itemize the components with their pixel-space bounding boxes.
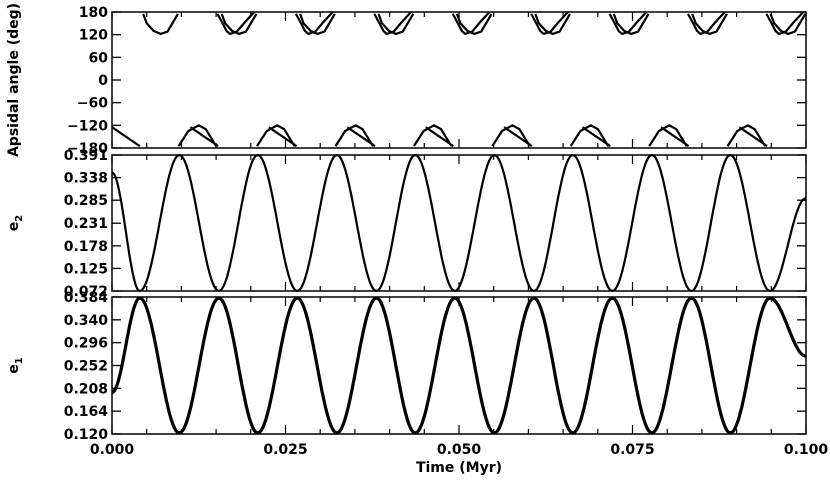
y-tick-label: −180 — [67, 141, 108, 157]
series-line — [111, 296, 807, 435]
x-axis-label: Time (Myr) — [416, 460, 502, 476]
y-tick-label: 0.285 — [64, 193, 108, 209]
panel-apsidal-angle: −180 −120 −60 0 60 120 180 Apsidal angle (deg) — [6, 3, 807, 157]
x-tick-label: 0.025 — [263, 442, 307, 458]
y-tick-label: 0.338 — [64, 171, 108, 187]
y-axis-label: e1 — [6, 357, 25, 374]
panel-e2: 0.072 0.125 0.178 0.231 0.285 0.338 0.391 e2 — [6, 148, 807, 300]
x-tick-label: 0.100 — [784, 442, 829, 458]
y-axis-label: e2 — [6, 215, 25, 232]
y-tick-label: −60 — [77, 96, 108, 112]
series-line — [111, 153, 807, 293]
y-tick-label: 0.391 — [64, 148, 108, 164]
panel-e1: 0.120 0.164 0.208 0.252 0.296 0.340 0.384 e1 0.0… — [6, 290, 828, 476]
x-tick-label: 0.075 — [610, 442, 654, 458]
x-tick-label: 0.050 — [437, 442, 482, 458]
y-tick-label: 0.231 — [64, 216, 108, 232]
y-tick-label: 0.125 — [64, 261, 108, 277]
series-line — [111, 11, 807, 148]
y-tick-label: 0.120 — [64, 427, 109, 443]
y-tick-label: 0.252 — [64, 359, 108, 375]
y-tick-label: 0.296 — [64, 336, 108, 352]
y-tick-label: 0.072 — [64, 284, 108, 300]
y-tick-label: 0.164 — [64, 404, 109, 420]
y-tick-label: 0.340 — [64, 313, 109, 329]
x-tick-label: 0.000 — [90, 442, 135, 458]
y-tick-label: 0.208 — [64, 381, 108, 397]
y-tick-label: −120 — [67, 118, 108, 134]
y-tick-label: 0.178 — [64, 239, 108, 255]
y-tick-label: 180 — [79, 5, 108, 21]
y-axis-label: Apsidal angle (deg) — [6, 3, 22, 157]
y-tick-label: 60 — [89, 50, 109, 66]
y-tick-label: 120 — [79, 28, 108, 44]
y-tick-label: 0 — [98, 73, 108, 89]
y-tick-label: 0.384 — [64, 290, 109, 306]
